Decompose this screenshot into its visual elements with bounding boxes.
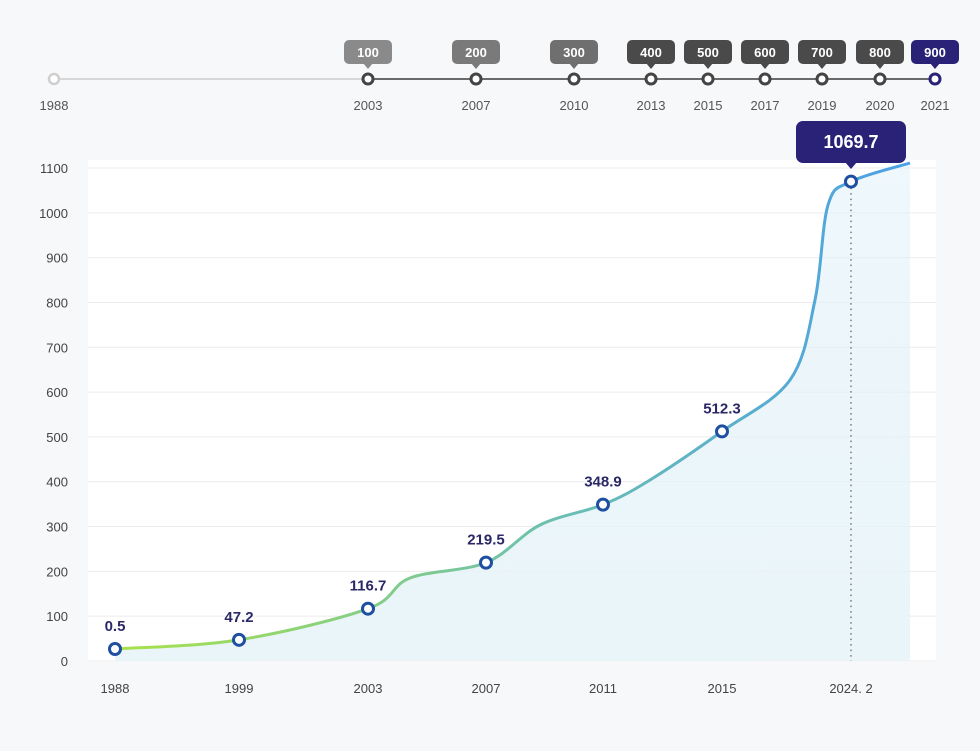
milestone-year: 2021 bbox=[921, 98, 950, 113]
timeline-milestone[interactable]: 300 2010 bbox=[550, 40, 598, 113]
data-label: 348.9 bbox=[584, 474, 622, 491]
x-tick-label: 1999 bbox=[225, 681, 254, 696]
data-label: 512.3 bbox=[703, 400, 741, 417]
timeline-milestone[interactable]: 200 2007 bbox=[452, 40, 500, 113]
data-point[interactable] bbox=[108, 642, 122, 656]
x-tick-label: 2024. 2 bbox=[829, 681, 872, 696]
timeline-dot bbox=[928, 72, 942, 86]
y-tick-label: 600 bbox=[46, 385, 68, 400]
badge-pointer bbox=[569, 63, 579, 69]
milestone-badge bbox=[344, 40, 392, 64]
tooltip-pointer bbox=[845, 162, 857, 169]
y-tick-label: 400 bbox=[46, 475, 68, 490]
data-point[interactable] bbox=[232, 632, 246, 647]
milestone-badge bbox=[911, 40, 959, 64]
x-tick-label: 2011 bbox=[589, 681, 617, 696]
timeline-dot bbox=[873, 72, 887, 86]
highlight-tooltip: 1069.7 bbox=[796, 121, 906, 169]
x-tick-label: 2003 bbox=[354, 681, 383, 696]
badge-pointer bbox=[471, 63, 481, 69]
y-tick-label: 200 bbox=[46, 564, 68, 579]
milestone-badge-label: 400 bbox=[640, 45, 662, 60]
milestone-badge-label: 900 bbox=[924, 45, 946, 60]
timeline-dot bbox=[469, 72, 483, 86]
timeline-dot bbox=[361, 72, 375, 86]
badge-pointer bbox=[363, 63, 373, 69]
milestone-year: 2013 bbox=[637, 98, 666, 113]
milestone-badge-label: 800 bbox=[869, 45, 891, 60]
data-label: 219.5 bbox=[467, 532, 505, 549]
series-line bbox=[114, 161, 911, 651]
data-label: 116.7 bbox=[350, 578, 387, 595]
y-tick-label: 1100 bbox=[40, 161, 68, 176]
x-tick-label: 1988 bbox=[101, 681, 130, 696]
timeline-milestone[interactable]: 400 2013 bbox=[627, 40, 675, 113]
data-point[interactable] bbox=[715, 424, 729, 439]
timeline-start-dot bbox=[47, 72, 61, 86]
milestone-year: 2007 bbox=[462, 98, 491, 113]
timeline-milestone[interactable]: 600 2017 bbox=[741, 40, 789, 113]
timeline: 1988 100 2003 200 2007 300 2010 400 2013 500 2015 6… bbox=[40, 40, 959, 113]
timeline-dot bbox=[644, 72, 658, 86]
data-point[interactable] bbox=[844, 174, 858, 189]
milestone-badge bbox=[741, 40, 789, 64]
milestone-badge bbox=[550, 40, 598, 64]
y-tick-label: 1000 bbox=[39, 206, 68, 221]
timeline-dot bbox=[815, 72, 829, 86]
badge-pointer bbox=[930, 63, 940, 69]
data-label: 0.5 bbox=[105, 618, 126, 635]
milestone-badge-label: 100 bbox=[357, 45, 379, 60]
y-tick-label: 700 bbox=[46, 340, 68, 355]
timeline-milestone[interactable]: 800 2020 bbox=[856, 40, 904, 113]
data-point[interactable] bbox=[361, 601, 375, 616]
milestone-year: 2020 bbox=[866, 98, 895, 113]
milestone-year: 2003 bbox=[354, 98, 383, 113]
timeline-dot bbox=[701, 72, 715, 86]
milestone-badge-label: 700 bbox=[811, 45, 833, 60]
milestone-badge-label: 200 bbox=[465, 45, 487, 60]
milestone-badge bbox=[452, 40, 500, 64]
data-point[interactable] bbox=[479, 555, 493, 570]
badge-pointer bbox=[646, 63, 656, 69]
badge-pointer bbox=[875, 63, 885, 69]
milestone-badge bbox=[798, 40, 846, 64]
milestone-badge-label: 300 bbox=[563, 45, 585, 60]
y-tick-label: 800 bbox=[46, 295, 68, 310]
timeline-milestone[interactable]: 100 2003 bbox=[344, 40, 392, 113]
x-tick-label: 2015 bbox=[708, 681, 737, 696]
y-tick-label: 0 bbox=[61, 654, 68, 669]
y-tick-label: 300 bbox=[46, 520, 68, 535]
x-tick-label: 2007 bbox=[472, 681, 501, 696]
milestone-year: 2010 bbox=[560, 98, 589, 113]
series-area bbox=[115, 163, 910, 661]
tooltip-box bbox=[796, 121, 906, 163]
milestone-badge bbox=[684, 40, 732, 64]
milestone-year: 2019 bbox=[808, 98, 837, 113]
badge-pointer bbox=[817, 63, 827, 69]
y-tick-label: 500 bbox=[46, 430, 68, 445]
milestone-year: 2015 bbox=[694, 98, 723, 113]
y-tick-label: 900 bbox=[46, 251, 68, 266]
tooltip-value: 1069.7 bbox=[823, 132, 878, 152]
milestone-year: 2017 bbox=[751, 98, 780, 113]
timeline-start-year: 1988 bbox=[40, 98, 69, 113]
milestone-badge bbox=[856, 40, 904, 64]
milestone-badge bbox=[627, 40, 675, 64]
milestone-badge-label: 500 bbox=[697, 45, 719, 60]
data-point[interactable] bbox=[596, 497, 610, 512]
milestone-badge-label: 600 bbox=[754, 45, 776, 60]
series: 0.5 47.2 116.7 219.5 348.9 512.3 1069.7 bbox=[105, 121, 911, 661]
timeline-dot bbox=[567, 72, 581, 86]
timeline-dot bbox=[758, 72, 772, 86]
data-label: 47.2 bbox=[224, 609, 253, 626]
badge-pointer bbox=[760, 63, 770, 69]
timeline-milestone[interactable]: 700 2019 bbox=[798, 40, 846, 113]
y-tick-label: 100 bbox=[46, 609, 68, 624]
badge-pointer bbox=[703, 63, 713, 69]
timeline-milestone[interactable]: 900 2021 bbox=[911, 40, 959, 113]
timeline-milestone[interactable]: 500 2015 bbox=[684, 40, 732, 113]
